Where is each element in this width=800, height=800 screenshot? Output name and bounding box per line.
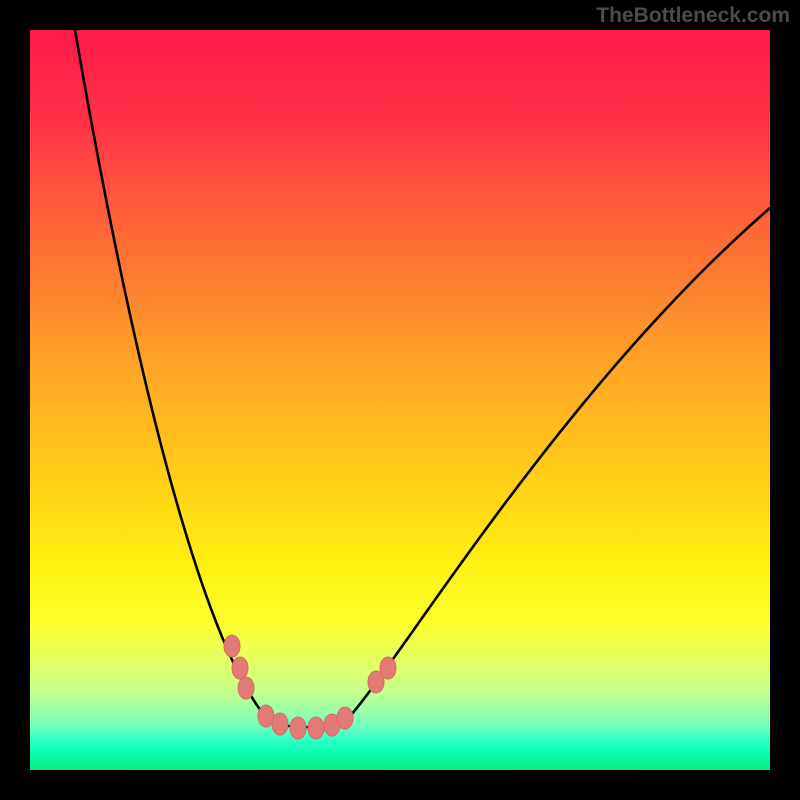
chart-frame: TheBottleneck.com <box>0 0 800 800</box>
curve-marker <box>380 657 396 679</box>
bottleneck-chart <box>0 0 800 800</box>
curve-marker <box>224 635 240 657</box>
curve-marker <box>308 717 324 739</box>
curve-marker <box>272 713 288 735</box>
curve-marker <box>337 707 353 729</box>
curve-marker <box>232 657 248 679</box>
watermark-text: TheBottleneck.com <box>596 4 790 28</box>
curve-marker <box>290 717 306 739</box>
curve-marker <box>238 677 254 699</box>
plot-background <box>30 30 770 770</box>
